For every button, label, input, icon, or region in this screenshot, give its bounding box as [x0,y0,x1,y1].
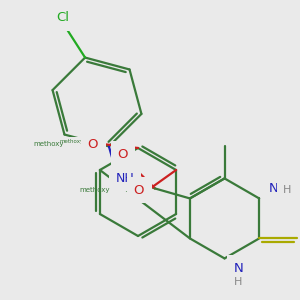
Text: N: N [268,182,278,195]
Text: NH: NH [116,172,134,185]
Text: H: H [234,278,243,287]
Text: methoxy: methoxy [34,141,64,147]
Text: O: O [89,136,99,148]
Text: O: O [135,184,146,196]
Text: H: H [283,185,291,195]
Text: Cl: Cl [57,11,70,24]
Text: methoxy: methoxy [80,187,110,193]
Text: O: O [118,148,128,161]
Text: N: N [234,262,243,275]
Text: O: O [134,184,144,196]
Text: O: O [88,137,98,151]
Text: methoxy: methoxy [60,140,84,145]
